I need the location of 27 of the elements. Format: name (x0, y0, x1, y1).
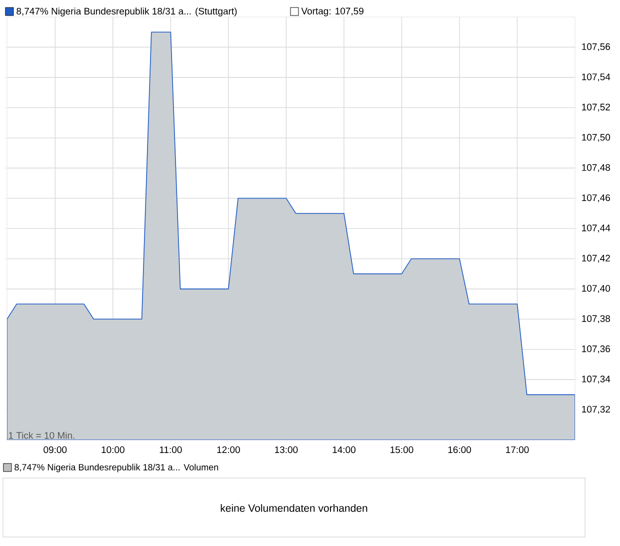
y-tick-label: 107,34 (582, 376, 610, 384)
x-tick-label: 09:00 (44, 446, 67, 454)
y-tick-label: 107,36 (582, 345, 610, 354)
x-tick-label: 15:00 (390, 446, 414, 454)
y-tick-label: 107,40 (582, 285, 610, 293)
x-tick-label: 12:00 (217, 446, 240, 454)
annotation: 1 Tick = 10 Min. (8, 432, 74, 439)
x-tick-label: 10:00 (102, 446, 124, 454)
y-tick-label: 107,54 (582, 74, 610, 82)
y-tick-label: 107,44 (582, 224, 610, 232)
y-tick-label: 107,42 (582, 254, 610, 263)
x-tick-label: 13:00 (275, 446, 298, 454)
y-tick-label: 107,52 (582, 104, 610, 112)
text: Vortag: 107,59 (301, 8, 364, 16)
y-tick-label: 107,48 (582, 164, 610, 172)
text: 8,747% Nigeria Bundesrepublik 18/31 a... (Stuttgart) (16, 8, 237, 16)
text: 8,747% Nigeria Bundesrepublik 18/31 a... Volumen (14, 464, 218, 472)
y-tick-label: 107,46 (582, 194, 610, 202)
y-tick-label: 107,50 (582, 134, 610, 142)
text: keine Volumendaten vorhanden (220, 504, 368, 512)
y-tick-label: 107,32 (582, 406, 610, 414)
x-tick-label: 17:00 (506, 446, 529, 454)
y-tick-label: 107,56 (582, 43, 610, 52)
x-tick-label: 11:00 (160, 446, 182, 454)
x-tick-label: 14:00 (332, 446, 356, 454)
y-tick-label: 107,38 (582, 315, 610, 324)
x-tick-label: 16:00 (448, 446, 471, 454)
